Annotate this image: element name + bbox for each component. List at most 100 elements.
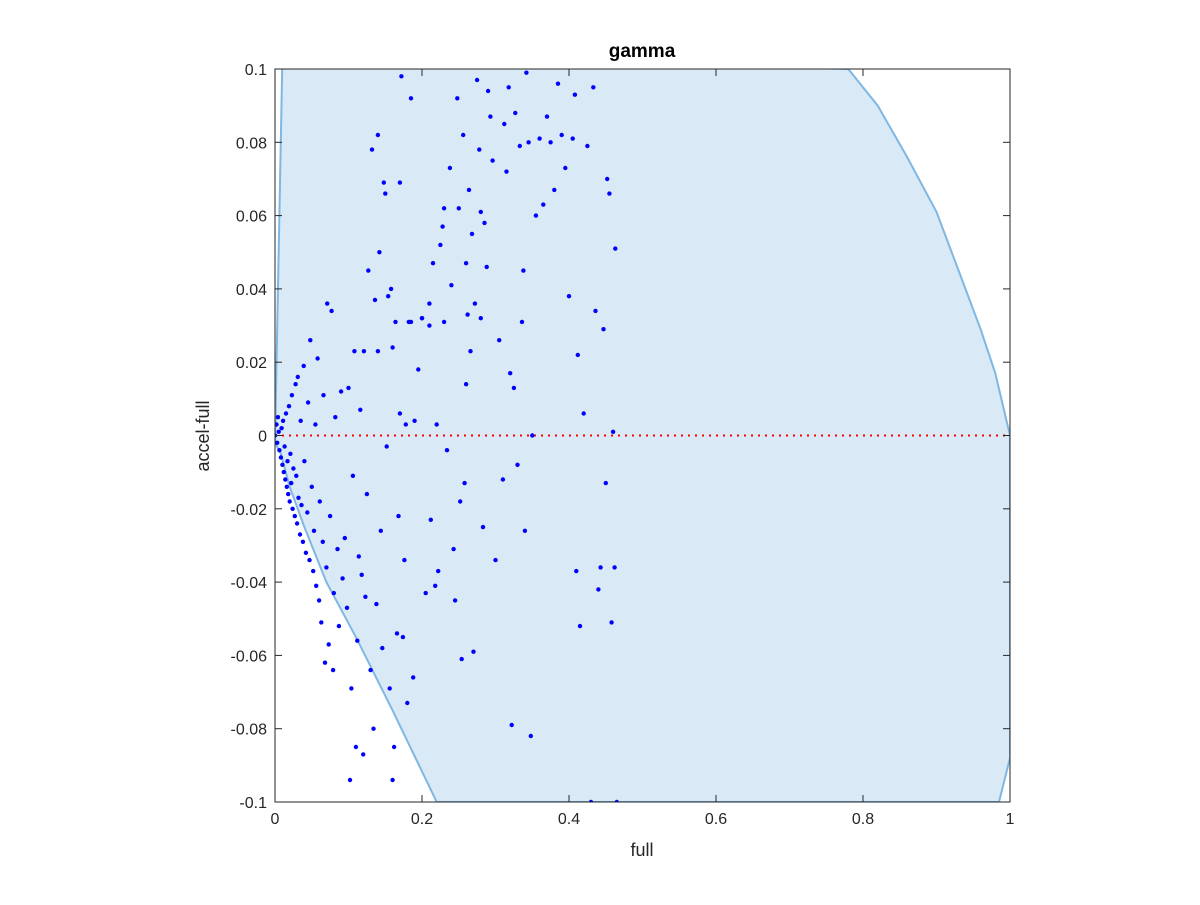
y-tick-label: 0.08 [236,135,267,152]
data-point [320,539,325,544]
data-point [526,140,531,145]
data-point [275,422,279,427]
y-tick-label: -0.1 [239,795,267,812]
data-point [427,323,432,328]
data-point [488,114,493,119]
data-point [436,568,441,574]
data-point [596,587,601,592]
data-point [490,158,495,163]
data-point [292,513,297,519]
data-point [433,583,438,588]
data-point [593,308,598,314]
data-point [350,473,356,478]
data-point [374,601,379,607]
data-point [289,393,295,398]
data-point [472,301,478,306]
data-point [397,411,403,416]
data-point [335,546,340,552]
data-point [458,499,463,504]
x-axis-label: full [630,840,653,860]
data-point [456,206,461,211]
data-point [607,191,612,196]
data-point [449,283,454,288]
data-point [325,301,330,306]
data-point [430,261,436,266]
data-point [522,528,528,533]
data-point [566,294,572,299]
data-point [497,338,502,343]
data-point [330,667,336,673]
data-point [377,250,382,255]
data-point [572,92,578,97]
data-point [315,356,320,361]
data-point [509,722,514,728]
data-point [327,513,333,519]
y-tick-label: 0.1 [245,62,267,79]
data-point [336,623,342,629]
data-point [358,407,363,412]
data-point [281,469,286,475]
chart-title: gamma [609,41,676,62]
data-point [326,642,331,647]
data-point [548,140,553,145]
data-point [478,209,483,215]
data-point [308,338,313,343]
data-point [366,268,371,273]
data-point [521,268,526,273]
data-point [411,675,416,680]
y-tick-label: -0.08 [231,722,268,739]
data-point [369,147,375,152]
data-point [444,448,450,453]
data-point [524,70,529,75]
x-tick-label: 0 [271,811,280,828]
data-point [378,528,383,533]
data-point [462,480,467,486]
data-point [482,220,487,226]
data-point [416,367,421,372]
x-tick-label: 0.2 [411,811,433,828]
data-point [614,799,619,802]
data-point [381,180,386,185]
data-point [288,451,293,456]
points-layer [275,70,619,802]
data-point [575,352,580,358]
data-point [359,572,364,577]
data-point [361,752,366,757]
data-point [287,499,292,504]
data-point [477,147,482,152]
data-point [305,400,311,405]
data-point [346,385,351,391]
data-point [355,638,360,643]
data-point [612,565,617,570]
region-layer [275,69,1010,802]
data-point [302,459,307,464]
y-tick-label: -0.04 [231,575,268,592]
data-point [493,557,498,563]
data-point [342,535,347,541]
data-point [459,656,464,662]
data-point [574,568,579,574]
data-point [440,224,445,229]
data-point [275,415,281,420]
data-point [293,382,298,387]
data-point [533,213,539,218]
data-point [383,191,388,196]
data-point [530,433,535,438]
data-point [471,649,476,654]
data-point [468,349,473,354]
data-point [324,565,329,570]
data-point [577,623,583,629]
data-point [340,576,345,581]
data-point [307,557,312,563]
data-point [331,590,336,596]
data-point [286,491,291,497]
data-point [394,631,400,636]
data-point [393,319,398,325]
data-point [368,667,373,673]
data-point [451,546,456,552]
data-point [305,510,310,515]
data-point [349,686,354,691]
data-point [296,495,301,500]
